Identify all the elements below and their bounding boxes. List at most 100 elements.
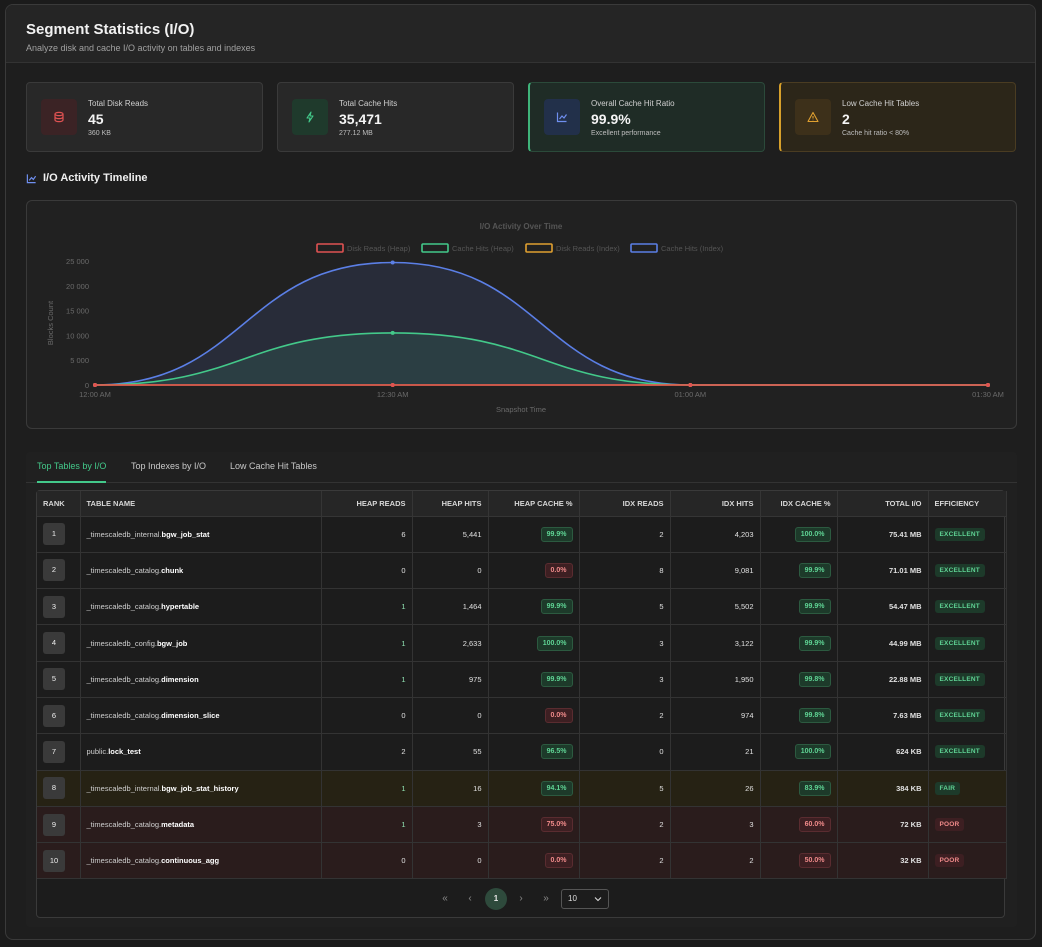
table-header-row: RANK TABLE NAME HEAP READS HEAP HITS HEA… <box>37 491 1007 517</box>
table-row[interactable]: 8 _timescaledb_internal.bgw_job_stat_hist… <box>37 770 1007 807</box>
x-tick-label: 01:00 AM <box>674 390 706 399</box>
col-heap-hits[interactable]: HEAP HITS <box>412 491 489 517</box>
cell-rank: 7 <box>37 733 81 771</box>
table-row[interactable]: 7 public.lock_test 2 55 96.5% 0 21 100.0% 624 KB… <box>37 733 1007 771</box>
last-page-button[interactable]: » <box>543 893 549 904</box>
table-row[interactable]: 1 _timescaledb_internal.bgw_job_stat 6 5,44… <box>37 516 1007 553</box>
table-row[interactable]: 9 _timescaledb_catalog.metadata 1 3 75.0% 2 3 6… <box>37 806 1007 844</box>
cell-idx-reads: 3 <box>579 661 671 698</box>
cell-table-name[interactable]: _timescaledb_catalog.dimension_slice <box>80 697 322 735</box>
cell-efficiency: EXCELLENT <box>928 588 1007 626</box>
efficiency-badge: EXCELLENT <box>934 672 985 686</box>
io-table-container: RANK TABLE NAME HEAP READS HEAP HITS HEA… <box>36 490 1007 918</box>
heap-cache-pill: 0.0% <box>544 562 573 578</box>
legend-swatch <box>630 243 658 253</box>
y-tick-label: 0 <box>85 381 89 390</box>
cell-heap-cache: 0.0% <box>488 552 580 590</box>
data-point <box>986 383 990 387</box>
cell-heap-reads: 1 <box>321 588 413 626</box>
cell-table-name[interactable]: _timescaledb_catalog.dimension <box>80 661 322 698</box>
idx-cache-pill: 99.9% <box>798 599 831 615</box>
heap-cache-pill: 0.0% <box>544 708 573 724</box>
table-name: bgw_job_stat <box>161 529 210 539</box>
table-row[interactable]: 6 _timescaledb_catalog.dimension_slice 0 0 0… <box>37 697 1007 735</box>
idx-cache-pill: 83.9% <box>798 780 831 796</box>
io-chart-svg: I/O Activity Over Time Disk Reads (Heap) C… <box>46 222 1004 414</box>
cell-rank: 2 <box>37 552 81 590</box>
page-size-select[interactable]: 10 <box>561 889 609 909</box>
card-value: 99.9% <box>591 111 631 127</box>
efficiency-badge: EXCELLENT <box>934 636 985 650</box>
efficiency-badge: FAIR <box>934 781 961 795</box>
schema-name: _timescaledb_catalog. <box>86 820 162 830</box>
page-1-button[interactable]: 1 <box>485 888 507 910</box>
cell-heap-hits: 0 <box>412 842 489 880</box>
efficiency-badge: EXCELLENT <box>934 563 985 577</box>
tab-low-cache-hit[interactable]: Low Cache Hit Tables <box>230 461 317 471</box>
efficiency-badge: POOR <box>934 854 965 868</box>
cell-heap-reads: 0 <box>321 697 413 735</box>
table-row[interactable]: 5 _timescaledb_catalog.dimension 1 975 99.9%… <box>37 661 1007 698</box>
tab-top-indexes[interactable]: Top Indexes by I/O <box>131 461 207 471</box>
chart-line-icon <box>544 99 580 135</box>
col-heap-reads[interactable]: HEAP READS <box>321 491 413 517</box>
col-table-name[interactable]: TABLE NAME <box>80 491 322 517</box>
card-label: Low Cache Hit Tables <box>842 99 920 108</box>
cell-table-name[interactable]: _timescaledb_internal.bgw_job_stat_histo… <box>80 770 322 807</box>
cell-total-io: 44.99 MB <box>837 624 929 662</box>
heap-cache-pill: 75.0% <box>540 817 573 833</box>
table-row[interactable]: 4 _timescaledb_config.bgw_job 1 2,633 100.0%… <box>37 624 1007 662</box>
cell-total-io: 71.01 MB <box>837 552 929 590</box>
cell-table-name[interactable]: _timescaledb_catalog.continuous_agg <box>80 842 322 880</box>
cell-table-name[interactable]: _timescaledb_catalog.chunk <box>80 552 322 590</box>
table-name: dimension <box>161 674 199 684</box>
table-row[interactable]: 3 _timescaledb_catalog.hypertable 1 1,464 99… <box>37 588 1007 626</box>
table-row[interactable]: 10 _timescaledb_catalog.continuous_agg 0 0 0… <box>37 842 1007 880</box>
table-name: lock_test <box>108 747 141 757</box>
idx-cache-pill: 99.9% <box>798 562 831 578</box>
card-value: 35,471 <box>339 111 382 127</box>
legend-label: Disk Reads (Heap) <box>347 244 411 253</box>
col-rank[interactable]: RANK <box>37 491 81 517</box>
legend-label: Cache Hits (Heap) <box>452 244 514 253</box>
table-row[interactable]: 2 _timescaledb_catalog.chunk 0 0 0.0% 8 9,081 9… <box>37 552 1007 590</box>
col-total-io[interactable]: TOTAL I/O <box>837 491 929 517</box>
rank-badge: 3 <box>43 595 65 618</box>
first-page-button[interactable]: « <box>442 893 448 904</box>
cell-heap-cache: 99.9% <box>488 588 580 626</box>
cell-idx-hits: 3,122 <box>670 624 761 662</box>
col-idx-hits[interactable]: IDX HITS <box>670 491 761 517</box>
tab-top-tables[interactable]: Top Tables by I/O <box>37 452 107 483</box>
cell-heap-hits: 975 <box>412 661 489 698</box>
cell-table-name[interactable]: _timescaledb_catalog.metadata <box>80 806 322 844</box>
page-title: Segment Statistics (I/O) <box>26 21 195 38</box>
col-efficiency[interactable]: EFFICIENCY <box>928 491 1007 517</box>
col-idx-reads[interactable]: IDX READS <box>579 491 671 517</box>
cell-table-name[interactable]: public.lock_test <box>80 733 322 771</box>
card-label: Total Disk Reads <box>88 99 149 108</box>
col-heap-cache[interactable]: HEAP CACHE % <box>488 491 580 517</box>
cell-heap-hits: 2,633 <box>412 624 489 662</box>
cell-total-io: 7.63 MB <box>837 697 929 735</box>
prev-page-button[interactable]: ‹ <box>468 893 472 904</box>
cell-rank: 9 <box>37 806 81 844</box>
cell-rank: 10 <box>37 842 81 880</box>
cell-table-name[interactable]: _timescaledb_catalog.hypertable <box>80 588 322 626</box>
rank-badge: 10 <box>43 849 65 872</box>
cell-heap-hits: 0 <box>412 552 489 590</box>
heap-cache-pill: 100.0% <box>536 635 573 651</box>
cell-efficiency: EXCELLENT <box>928 697 1007 735</box>
cell-heap-reads: 0 <box>321 842 413 880</box>
next-page-button[interactable]: › <box>519 893 523 904</box>
cell-heap-reads: 1 <box>321 661 413 698</box>
cell-heap-hits: 16 <box>412 770 489 807</box>
cell-idx-cache: 99.9% <box>760 588 838 626</box>
card-total-disk-reads: Total Disk Reads 45 360 KB <box>26 82 263 152</box>
table-name: hypertable <box>161 602 200 612</box>
col-idx-cache[interactable]: IDX CACHE % <box>760 491 838 517</box>
table-name: bgw_job <box>156 638 188 648</box>
x-tick-label: 12:00 AM <box>79 390 111 399</box>
timeline-section-title: I/O Activity Timeline <box>26 172 148 184</box>
cell-table-name[interactable]: _timescaledb_internal.bgw_job_stat <box>80 516 322 553</box>
cell-table-name[interactable]: _timescaledb_config.bgw_job <box>80 624 322 662</box>
